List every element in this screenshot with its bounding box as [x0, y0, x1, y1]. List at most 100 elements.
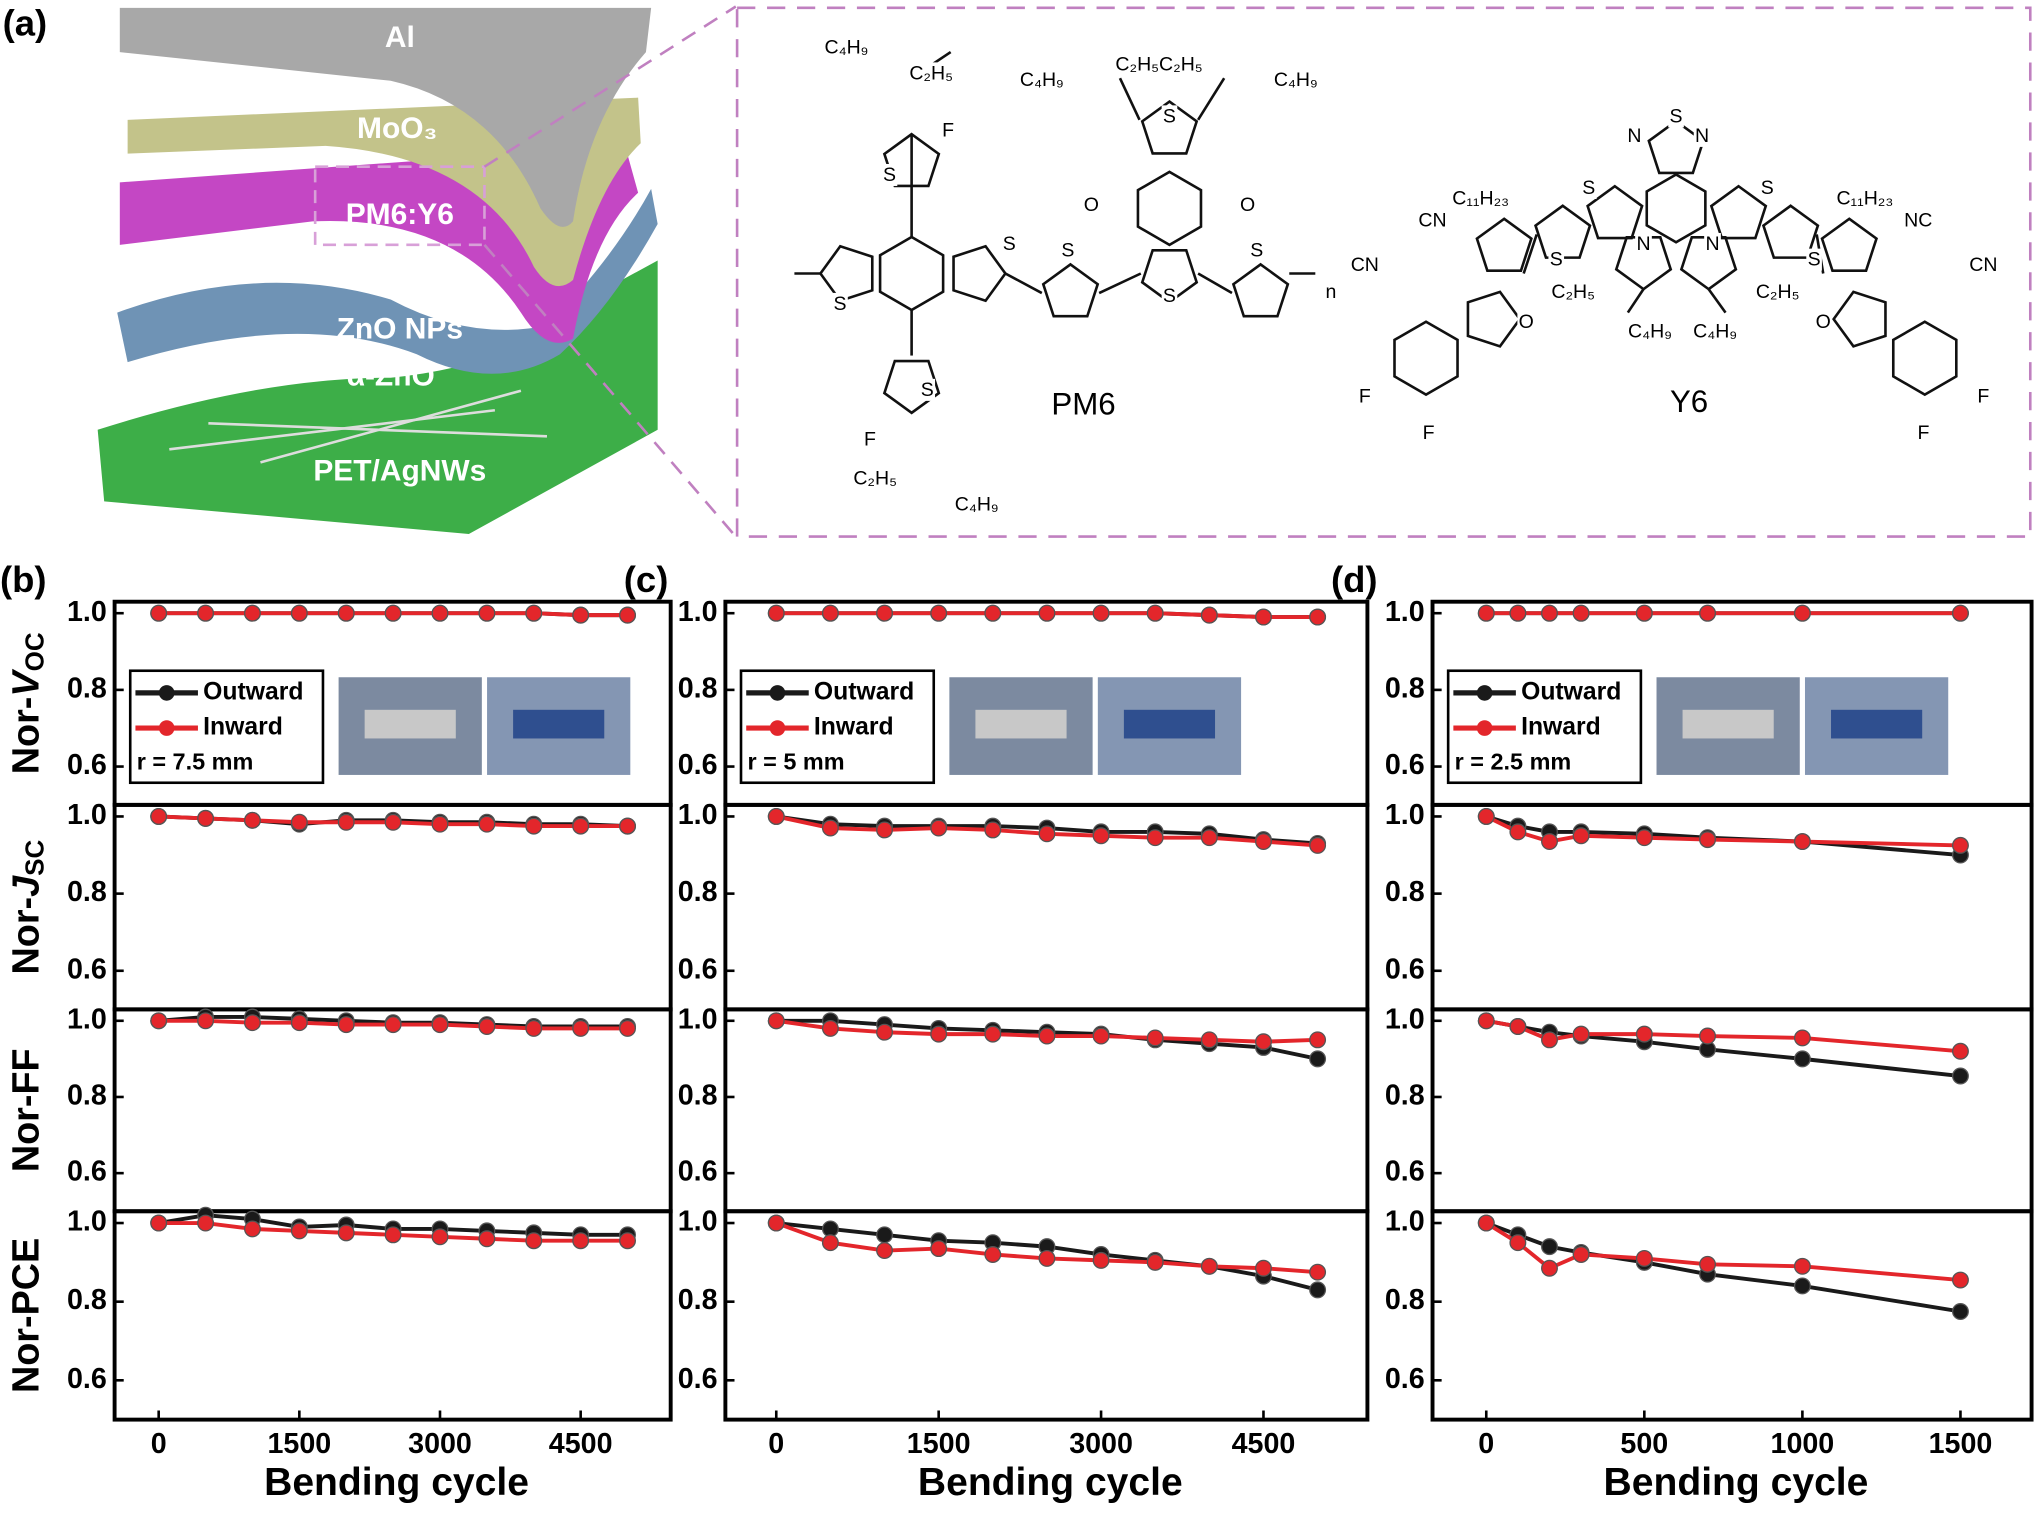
atom-label: NC [1904, 210, 1932, 232]
atom-label: N [1627, 125, 1641, 147]
data-point [384, 1226, 402, 1244]
y-label-part: OC [19, 632, 49, 671]
data-point [821, 604, 839, 622]
ring [1140, 99, 1199, 155]
label-bg [852, 467, 899, 490]
data-point [619, 1019, 637, 1037]
data-point [290, 604, 308, 622]
atom-label: O [1816, 311, 1831, 333]
data-point [1255, 1259, 1272, 1277]
y-label-part: SC [19, 840, 49, 876]
ring [952, 244, 1007, 303]
series-line [1485, 1221, 1961, 1282]
label-bg [940, 119, 956, 142]
layer-label: α-ZnO [347, 360, 435, 393]
data-point [984, 821, 1002, 839]
data-point [1699, 604, 1717, 622]
atom-label: C₂H₅ [1756, 281, 1800, 303]
data-point [1092, 827, 1110, 845]
atom-label: S [1808, 249, 1821, 271]
x-tick-label: 4500 [1232, 1428, 1296, 1460]
data-point [1146, 1029, 1164, 1047]
label-bg [1248, 239, 1265, 262]
data-point [197, 1214, 215, 1232]
atom-label: C₂H₅ [1551, 281, 1595, 303]
data-point [876, 1242, 893, 1260]
panel-label: (a) [3, 3, 48, 44]
layer-label: PET/AgNWs [313, 455, 486, 488]
data-point [1635, 829, 1653, 847]
y-tick-label: 0.6 [67, 1363, 107, 1395]
data-point [1699, 1027, 1717, 1045]
y-label-part: J [6, 875, 48, 897]
label-bg [1161, 105, 1178, 128]
data-point [1477, 604, 1495, 622]
data-point [243, 811, 261, 829]
y-tick-label: 0.6 [67, 1156, 107, 1188]
data-point [1951, 1303, 1969, 1320]
layer-label: MoO₃ [357, 112, 437, 145]
data-point [1255, 1033, 1272, 1051]
series-line [1485, 1018, 1961, 1078]
y-tick-label: 0.6 [678, 953, 718, 985]
atom-label: C₄H₉ [1693, 320, 1737, 342]
data-point [930, 1240, 948, 1258]
legend-label: Inward [814, 714, 894, 741]
data-point [1038, 1027, 1056, 1045]
atom-label: N [1705, 233, 1719, 255]
atom-label: F [1918, 422, 1930, 444]
ring [1136, 170, 1203, 247]
y-tick-label: 0.6 [67, 953, 107, 985]
layer-label: Al [385, 21, 415, 54]
y-tick-label: 0.8 [67, 672, 107, 704]
y-tick-label: 1.0 [678, 596, 718, 628]
data-point [431, 815, 449, 833]
label-bg [862, 428, 878, 451]
atom-label: C₄H₉ [1020, 69, 1064, 91]
ring [1891, 320, 1958, 397]
atom-label: S [1250, 240, 1263, 262]
data-point [290, 1222, 308, 1240]
atom-label: CN [1969, 254, 1997, 276]
atom-label: F [1359, 385, 1371, 407]
y-tick-label: 0.8 [678, 672, 718, 704]
atom-label: S [1670, 105, 1683, 127]
label-bg [1357, 385, 1373, 408]
x-tick-label: 1000 [1771, 1428, 1835, 1460]
plot-frame [723, 1209, 1370, 1422]
label-bg [1450, 187, 1511, 210]
data-point [1509, 1234, 1527, 1252]
data-point [337, 1224, 355, 1242]
ring [1393, 320, 1459, 397]
label-bg [1580, 177, 1597, 200]
data-point [1309, 836, 1327, 854]
data-point [619, 1232, 637, 1250]
atom-label: C₁₁H₂₃ [1452, 187, 1509, 209]
data-point [1541, 604, 1558, 622]
data-point [572, 1019, 590, 1037]
bond [1522, 234, 1538, 274]
data-point [1541, 1238, 1558, 1256]
data-point [243, 604, 261, 622]
y-tick-label: 0.6 [1385, 749, 1425, 781]
legend-marker [769, 720, 786, 736]
label-bg [823, 36, 870, 59]
ring [1140, 249, 1199, 304]
x-tick-label: 3000 [1069, 1428, 1133, 1460]
label-bg [1548, 248, 1565, 271]
data-point [1793, 833, 1811, 851]
data-point [767, 604, 785, 622]
atom-label: S [921, 379, 934, 401]
y-tick-label: 0.8 [678, 876, 718, 908]
atom-label: C₂H₅C₂H₅ [1115, 53, 1202, 75]
atom-label: S [1761, 177, 1774, 199]
y-tick-label: 0.8 [67, 876, 107, 908]
data-point [384, 813, 402, 831]
ring [1475, 217, 1533, 272]
label-bg [1754, 281, 1801, 304]
y-tick-label: 1.0 [1385, 799, 1425, 831]
photo-detail [364, 709, 456, 739]
bond [1707, 288, 1727, 314]
label-bg [1082, 193, 1101, 216]
